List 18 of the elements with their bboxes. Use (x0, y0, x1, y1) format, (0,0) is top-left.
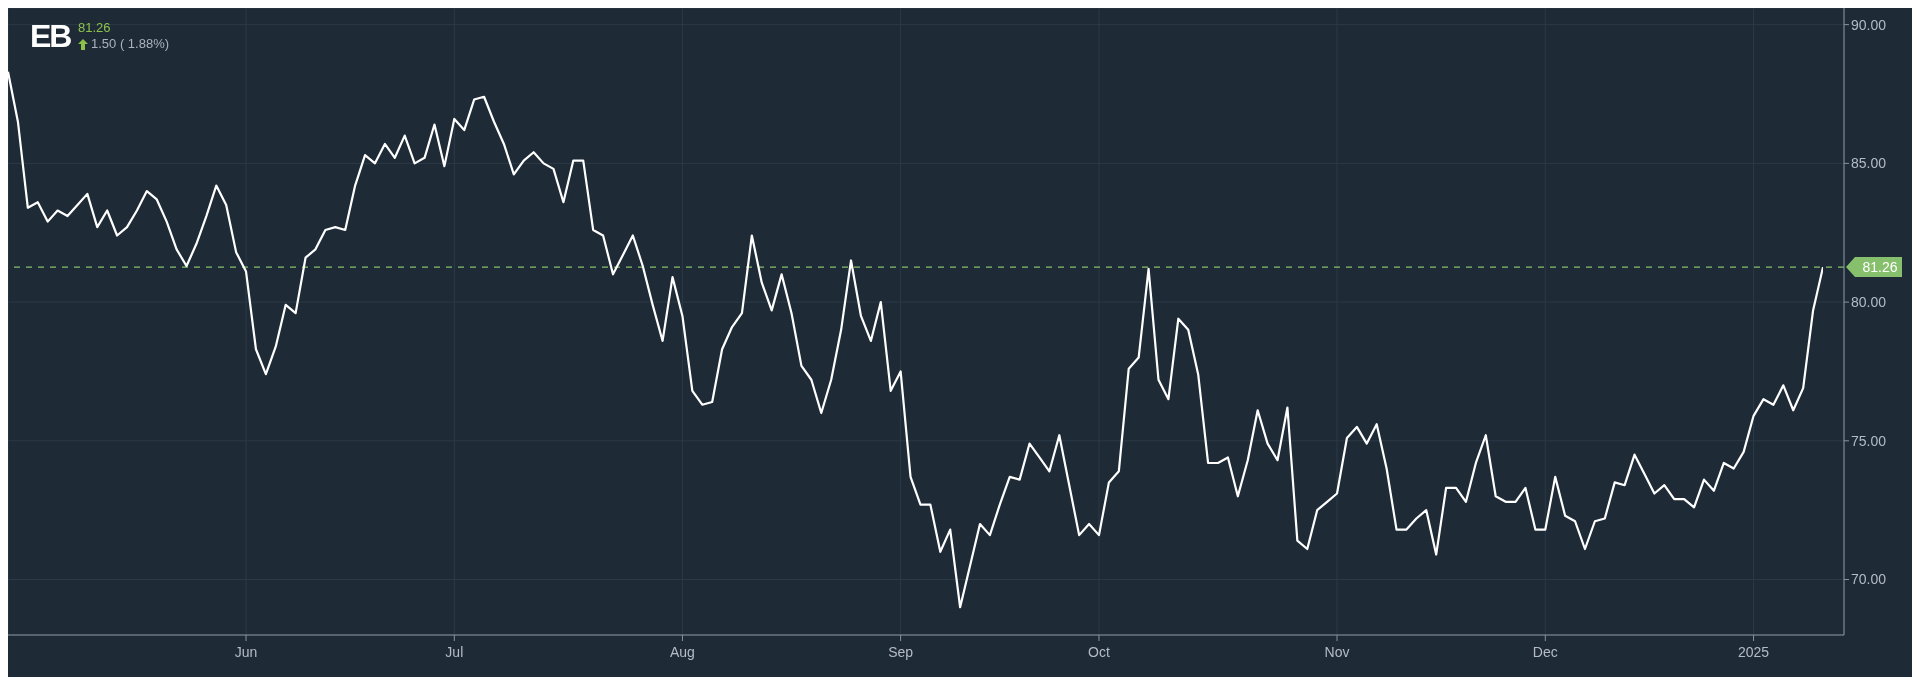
line-series (8, 70, 1823, 609)
x-tick-label: Jul (445, 644, 464, 660)
x-tick-label: Aug (669, 644, 695, 660)
x-tick-label: Oct (1088, 644, 1110, 660)
y-tick-label: 75.00 (1851, 432, 1887, 449)
ref-line-label: 81.26 (1862, 259, 1898, 276)
y-tick-label: 85.00 (1851, 155, 1887, 172)
annotation: 81.26 (78, 20, 112, 36)
x-tick-label: Jun (234, 644, 258, 660)
chart-title: EB (30, 18, 71, 55)
y-tick-label: 80.00 (1851, 294, 1887, 311)
x-tick-label: Sep (888, 644, 914, 660)
annotation: 1.50 ( 1.88%) (91, 36, 170, 52)
x-tick-label: Nov (1324, 644, 1350, 660)
y-tick-label: 70.00 (1851, 571, 1887, 588)
y-tick-label: 90.00 (1851, 16, 1887, 33)
x-tick-label: 2025 (1738, 644, 1770, 660)
x-tick-label: Dec (1532, 644, 1558, 660)
